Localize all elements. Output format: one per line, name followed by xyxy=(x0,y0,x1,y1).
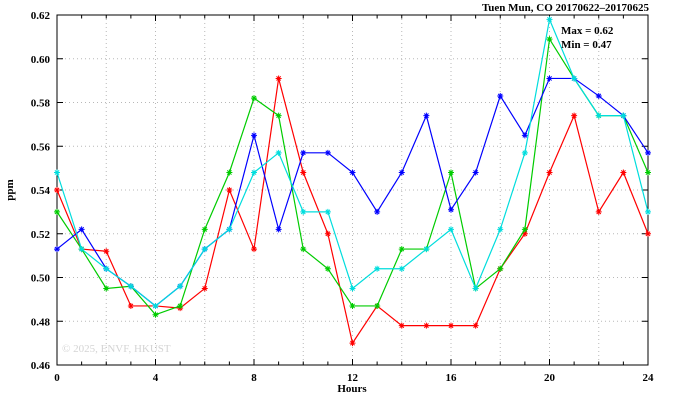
chart-title: Tuen Mun, CO 20170622–20170625 xyxy=(482,2,650,14)
series-cyan xyxy=(54,16,651,309)
series-cyan-markers xyxy=(54,16,651,309)
y-tick-label: 0.48 xyxy=(31,316,51,328)
grid-lines xyxy=(57,15,648,365)
annotation-max: Max = 0.62 xyxy=(561,25,614,37)
y-tick-label: 0.58 xyxy=(31,98,51,110)
y-axis-label: ppm xyxy=(4,179,16,200)
watermark: © 2025, ENVF, HKUST xyxy=(62,343,171,355)
chart-plot-area: 0.46 0.48 0.50 0.52 0.54 0.56 0.58 0.60 0.62 0 4 8 1… xyxy=(31,10,654,384)
series-blue xyxy=(54,75,651,309)
y-tick-label: 0.54 xyxy=(31,185,51,197)
annotation-min: Min = 0.47 xyxy=(561,39,612,51)
x-tick-label: 0 xyxy=(54,372,60,384)
y-tick-label: 0.62 xyxy=(31,10,51,22)
x-tick-label: 20 xyxy=(544,372,556,384)
series-blue-markers xyxy=(54,75,651,309)
x-tick-label: 4 xyxy=(153,372,159,384)
y-tick-label: 0.50 xyxy=(31,273,51,285)
series-green-line xyxy=(56,37,649,316)
x-tick-label: 16 xyxy=(446,372,458,384)
y-tick-label: 0.60 xyxy=(31,54,51,66)
y-tick-label: 0.52 xyxy=(31,229,51,241)
y-tick-label: 0.46 xyxy=(31,360,51,372)
x-tick-label: 8 xyxy=(251,372,257,384)
x-tick-label: 24 xyxy=(643,372,655,384)
y-tick-label: 0.56 xyxy=(31,141,51,153)
x-axis-label: Hours xyxy=(337,383,367,395)
series-cyan-line xyxy=(56,17,649,307)
x-tick-label: 12 xyxy=(347,372,359,384)
